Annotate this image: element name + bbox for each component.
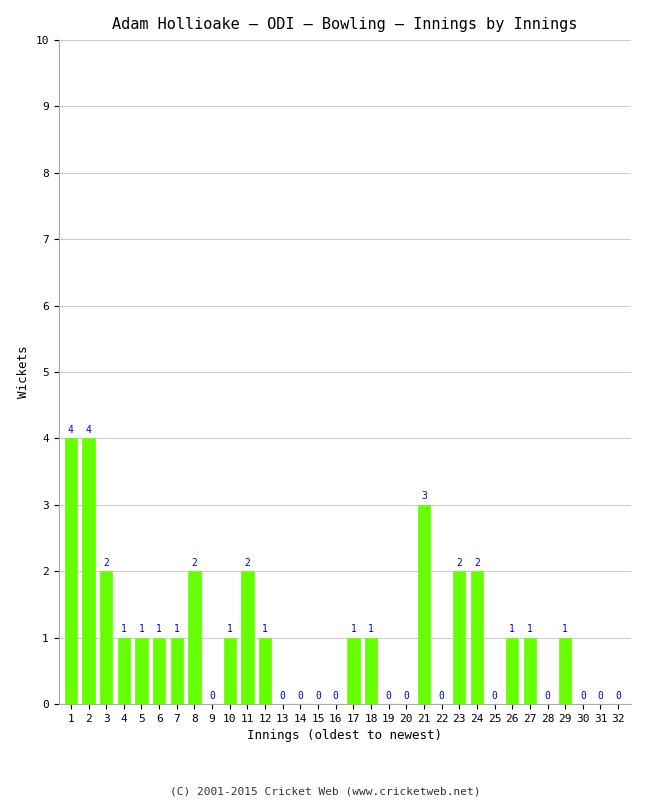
Text: 1: 1 <box>121 624 127 634</box>
Text: (C) 2001-2015 Cricket Web (www.cricketweb.net): (C) 2001-2015 Cricket Web (www.cricketwe… <box>170 786 480 796</box>
Text: 0: 0 <box>615 690 621 701</box>
Text: 0: 0 <box>280 690 285 701</box>
Bar <box>153 638 165 704</box>
Text: 0: 0 <box>404 690 410 701</box>
Text: 1: 1 <box>562 624 568 634</box>
Text: 2: 2 <box>474 558 480 568</box>
Text: 0: 0 <box>315 690 321 701</box>
Text: 1: 1 <box>510 624 515 634</box>
Text: 1: 1 <box>350 624 356 634</box>
Bar <box>471 571 483 704</box>
Text: 1: 1 <box>227 624 233 634</box>
Bar <box>118 638 130 704</box>
Bar <box>224 638 236 704</box>
Bar <box>418 505 430 704</box>
Title: Adam Hollioake – ODI – Bowling – Innings by Innings: Adam Hollioake – ODI – Bowling – Innings… <box>112 17 577 32</box>
Text: 1: 1 <box>156 624 162 634</box>
Text: 0: 0 <box>333 690 339 701</box>
Bar <box>83 438 95 704</box>
Bar <box>453 571 465 704</box>
Text: 0: 0 <box>491 690 497 701</box>
Text: 2: 2 <box>103 558 109 568</box>
Text: 0: 0 <box>298 690 304 701</box>
Bar <box>135 638 148 704</box>
Text: 2: 2 <box>456 558 462 568</box>
X-axis label: Innings (oldest to newest): Innings (oldest to newest) <box>247 730 442 742</box>
Text: 2: 2 <box>244 558 250 568</box>
Y-axis label: Wickets: Wickets <box>17 346 30 398</box>
Bar <box>170 638 183 704</box>
Text: 4: 4 <box>86 425 92 435</box>
Bar <box>506 638 519 704</box>
Bar <box>365 638 377 704</box>
Text: 1: 1 <box>138 624 144 634</box>
Bar <box>259 638 271 704</box>
Text: 1: 1 <box>262 624 268 634</box>
Text: 0: 0 <box>385 690 391 701</box>
Bar <box>347 638 359 704</box>
Bar <box>559 638 571 704</box>
Text: 0: 0 <box>580 690 586 701</box>
Text: 0: 0 <box>439 690 445 701</box>
Text: 2: 2 <box>192 558 198 568</box>
Text: 1: 1 <box>174 624 179 634</box>
Bar <box>524 638 536 704</box>
Text: 0: 0 <box>597 690 603 701</box>
Bar <box>100 571 112 704</box>
Text: 1: 1 <box>368 624 374 634</box>
Text: 1: 1 <box>527 624 533 634</box>
Text: 0: 0 <box>545 690 551 701</box>
Bar <box>241 571 254 704</box>
Bar <box>188 571 201 704</box>
Text: 0: 0 <box>209 690 215 701</box>
Text: 4: 4 <box>68 425 74 435</box>
Bar <box>65 438 77 704</box>
Text: 3: 3 <box>421 491 427 502</box>
